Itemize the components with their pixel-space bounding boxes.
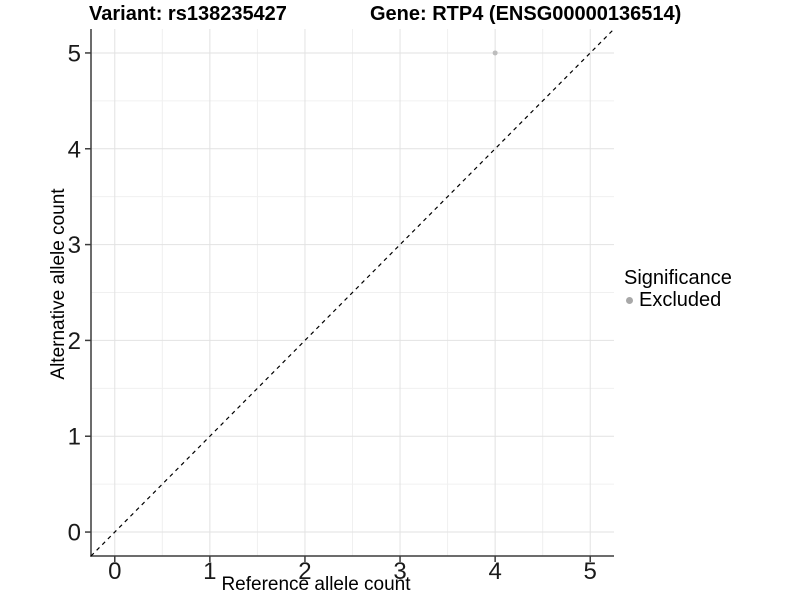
x-tick-label: 3 xyxy=(393,558,406,585)
legend-item-excluded: Excluded xyxy=(624,290,732,310)
plot-title-gene: Gene: RTP4 (ENSG00000136514) xyxy=(370,3,682,25)
plot-title-variant: Variant: rs138235427 xyxy=(89,3,287,25)
legend: Significance Excluded xyxy=(624,267,732,310)
x-tick-label: 1 xyxy=(203,558,216,585)
y-tick-label: 2 xyxy=(68,328,81,355)
x-tick-label: 2 xyxy=(298,558,311,585)
y-axis-title: Alternative allele count xyxy=(48,188,69,380)
y-tick-label: 3 xyxy=(68,232,81,259)
legend-item-label: Excluded xyxy=(639,289,722,311)
legend-title: Significance xyxy=(624,267,732,289)
y-tick-label: 5 xyxy=(68,40,81,67)
legend-point-icon xyxy=(626,296,633,304)
identity-reference-line xyxy=(90,28,615,557)
x-tick-label: 0 xyxy=(108,558,121,585)
data-point xyxy=(492,50,498,56)
y-tick-label: 4 xyxy=(68,136,81,163)
x-tick-label: 5 xyxy=(584,558,597,585)
x-tick-label: 4 xyxy=(488,558,501,585)
x-axis-title: Reference allele count xyxy=(221,574,411,595)
y-tick-label: 0 xyxy=(68,520,81,547)
y-tick-label: 1 xyxy=(68,424,81,451)
